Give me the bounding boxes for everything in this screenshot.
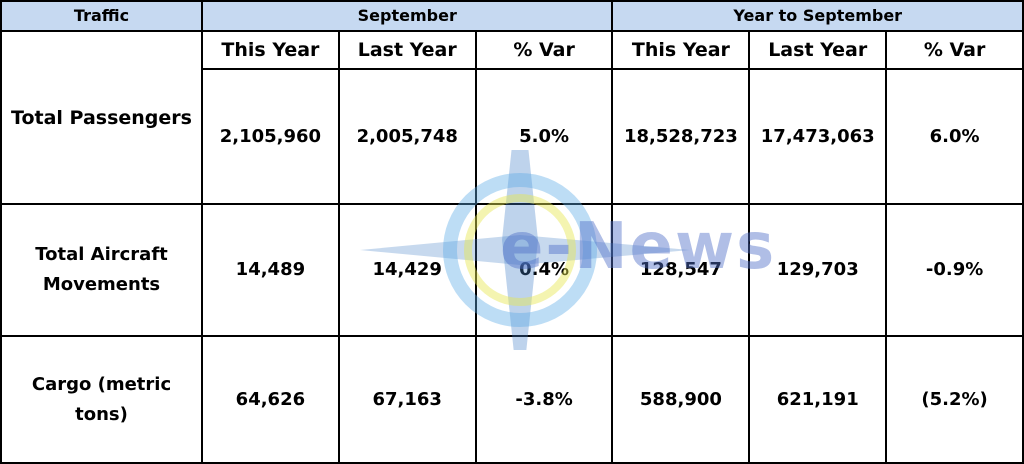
- column-header: Last Year: [337, 30, 477, 70]
- data-cell: 67,163: [337, 335, 477, 464]
- data-cell: -0.9%: [885, 203, 1024, 337]
- data-cell: 18,528,723: [611, 68, 751, 205]
- table-row: Total Passengers This Year Last Year% Var T…: [0, 30, 1024, 205]
- table-row: 2,105,960 2,005,748 5.0% 18,528,723 17,473,0…: [1, 68, 1024, 205]
- column-header: % Var: [885, 30, 1024, 70]
- header-cell: September: [200, 0, 614, 32]
- row-label: Total Passengers: [0, 30, 203, 205]
- data-cell: 0.4%: [474, 203, 614, 337]
- row-label: Cargo (metric tons): [0, 335, 203, 464]
- header-cell: Year to September: [611, 0, 1024, 32]
- data-cell: 128,547: [611, 203, 751, 337]
- data-cell: -3.8%: [474, 335, 614, 464]
- table-row: Traffic September Year to September: [0, 0, 1024, 32]
- data-cell: 6.0%: [885, 68, 1024, 205]
- data-cell: 14,489: [201, 203, 340, 337]
- data-cell: (5.2%): [885, 335, 1024, 464]
- row-label: Total Aircraft Movements: [0, 203, 203, 337]
- table-row: Total Aircraft Movements 14,489 14,429 0.4%…: [0, 203, 1024, 337]
- data-cell: 2,005,748: [337, 68, 477, 205]
- column-header: This Year: [201, 30, 340, 70]
- data-cell: 14,429: [337, 203, 477, 337]
- data-cell: 129,703: [748, 203, 888, 337]
- data-cell: 5.0%: [474, 68, 614, 205]
- data-cell: 64,626: [201, 335, 340, 464]
- header-cell: Traffic: [0, 0, 203, 32]
- column-header: Last Year: [748, 30, 888, 70]
- data-cell: 2,105,960: [201, 68, 340, 205]
- column-header: This Year: [611, 30, 751, 70]
- data-cell: 588,900: [611, 335, 751, 464]
- data-cell: 621,191: [748, 335, 888, 464]
- table-row: Cargo (metric tons) 64,626 67,163 -3.8% 588,…: [0, 335, 1024, 464]
- data-cell: 17,473,063: [748, 68, 888, 205]
- column-header: % Var: [474, 30, 614, 70]
